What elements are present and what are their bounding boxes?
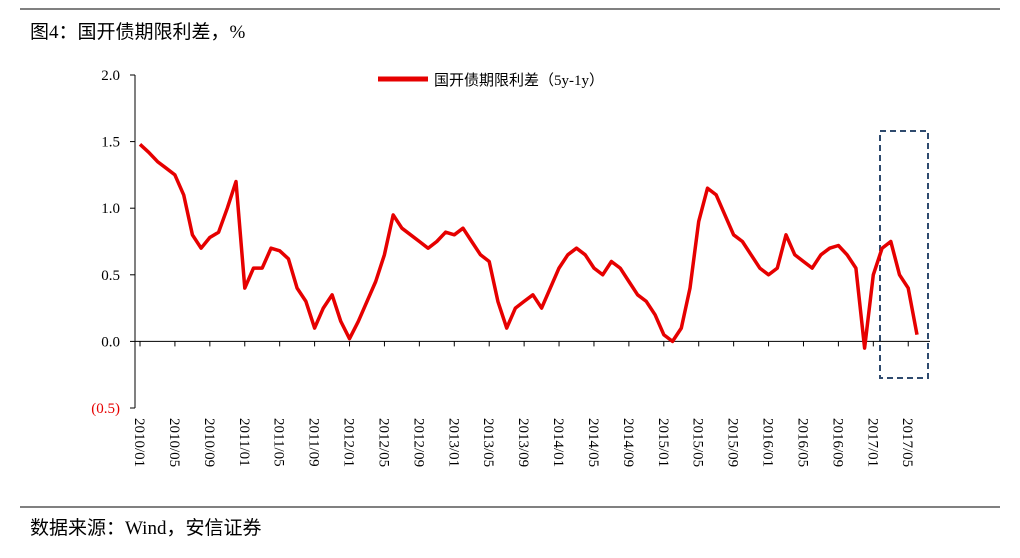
x-tick-label: 2015/01 [655,418,671,467]
x-tick-label: 2012/05 [375,418,391,467]
x-tick-label: 2011/09 [306,418,322,467]
y-tick-label: (0.5) [91,401,120,417]
y-tick-label: 1.0 [101,201,120,217]
x-tick-label: 2016/05 [794,418,810,467]
x-tick-label: 2016/01 [760,418,776,467]
legend-label: 国开债期限利差（5y-1y） [434,72,604,89]
x-tick-label: 2010/09 [201,418,217,467]
y-tick-label: 0.5 [101,268,120,284]
x-tick-label: 2013/01 [445,418,461,467]
y-tick-label: 0.0 [101,334,120,350]
x-tick-label: 2011/05 [271,418,287,467]
x-tick-label: 2011/01 [236,418,252,467]
x-tick-label: 2015/09 [725,418,741,467]
x-tick-label: 2010/05 [166,418,182,467]
x-tick-label: 2014/09 [620,418,636,467]
x-tick-label: 2014/05 [585,418,601,467]
x-tick-label: 2012/09 [410,418,426,467]
x-tick-label: 2012/01 [341,418,357,467]
y-tick-label: 2.0 [101,68,120,84]
data-line [138,143,919,350]
x-tick-label: 2016/09 [829,418,845,467]
chart-title: 图4：国开债期限利差，% [30,21,246,43]
x-tick-label: 2010/01 [131,418,147,467]
highlight-box [879,130,929,379]
x-tick-label: 2015/05 [690,418,706,467]
x-tick-label: 2017/05 [899,418,915,467]
source-note: 数据来源：Wind，安信证券 [30,517,261,539]
y-tick-label: 1.5 [101,135,120,151]
x-tick-label: 2014/01 [550,418,566,467]
x-tick-label: 2017/01 [864,418,880,467]
x-tick-label: 2013/09 [515,418,531,467]
x-tick-label: 2013/05 [480,418,496,467]
